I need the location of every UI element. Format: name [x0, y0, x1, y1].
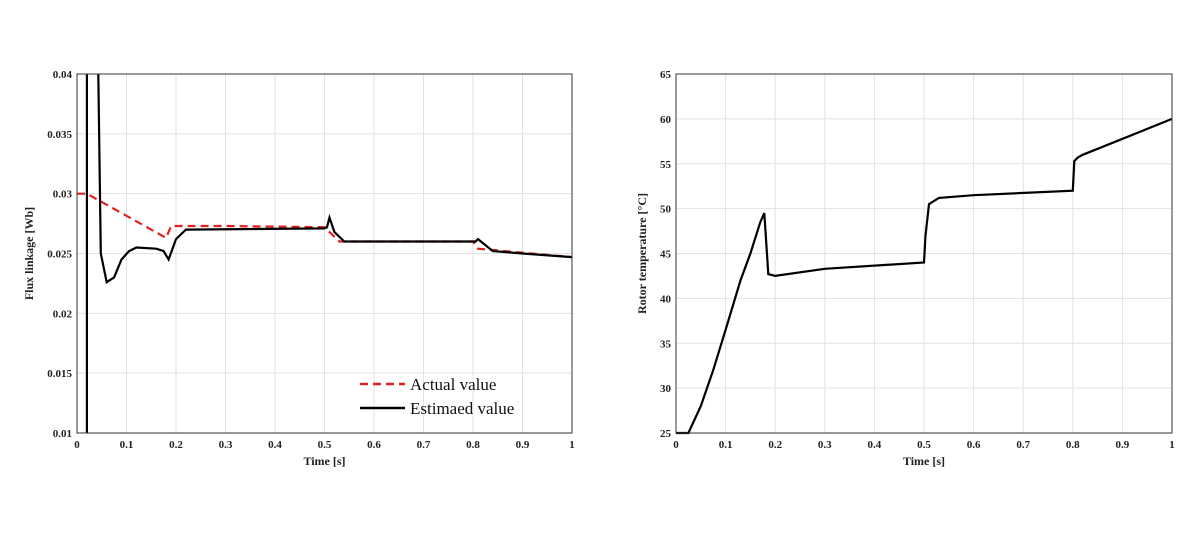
y-tick-label: 0.015 — [47, 368, 72, 380]
y-tick-label: 25 — [660, 428, 672, 440]
x-tick-label: 0.7 — [1016, 439, 1030, 451]
y-tick-label: 0.03 — [53, 189, 73, 201]
x-axis-label: Time [s] — [903, 454, 945, 468]
legend-entry: Actual value — [410, 375, 496, 394]
y-axis-label: Rotor temperature [°C] — [635, 193, 649, 314]
x-tick-label: 1 — [569, 439, 575, 451]
x-tick-label: 0.5 — [318, 439, 332, 451]
y-tick-label: 55 — [660, 159, 672, 171]
series-line-2 — [85, 73, 573, 433]
x-tick-label: 0.9 — [516, 439, 530, 451]
axes-frame — [675, 73, 1173, 434]
x-tick-label: 0.4 — [868, 439, 882, 451]
x-tick-label: 0.3 — [219, 439, 233, 451]
y-tick-label: 0.025 — [47, 249, 72, 261]
y-tick-label: 65 — [660, 69, 672, 81]
legend-entry: Estimaed value — [410, 399, 514, 418]
x-tick-label: 0.3 — [818, 439, 832, 451]
series-line-1 — [676, 117, 1173, 435]
y-tick-label: 30 — [660, 383, 672, 395]
y-tick-label: 60 — [660, 114, 672, 126]
chart-1: 0 0.1 0.2 0.3 0.4 0.5 0.6 0.7 0.8 0.9 1 0.01 0.015 0.… — [22, 69, 575, 468]
y-tick-label: 0.01 — [53, 428, 72, 440]
y-tick-label: 0.04 — [53, 69, 73, 81]
x-tick-label: 0.9 — [1116, 439, 1130, 451]
y-tick-label: 45 — [660, 249, 672, 261]
y-tick-label: 0.035 — [47, 129, 72, 141]
x-tick-label: 0.8 — [1066, 439, 1080, 451]
x-tick-label: 0.4 — [268, 439, 282, 451]
y-tick-label: 50 — [660, 204, 672, 216]
y-tick-label: 0.02 — [53, 308, 73, 320]
x-tick-label: 0.1 — [120, 439, 134, 451]
series-line-1 — [77, 192, 573, 259]
axes-frame — [76, 73, 573, 434]
x-tick-label: 0.2 — [169, 439, 183, 451]
y-tick-label: 40 — [660, 293, 672, 305]
x-tick-label: 0.6 — [367, 439, 381, 451]
x-tick-label: 0.7 — [417, 439, 431, 451]
x-tick-label: 0 — [673, 439, 679, 451]
x-axis-label: Time [s] — [303, 454, 345, 468]
x-tick-label: 1 — [1169, 439, 1175, 451]
x-tick-label: 0 — [74, 439, 80, 451]
y-axis-label: Flux linkage [Wb] — [22, 207, 36, 300]
legend: Actual value Estimaed value — [360, 375, 514, 418]
chart-2: 0 0.1 0.2 0.3 0.4 0.5 0.6 0.7 0.8 0.9 1 25 30 35 40 45 5… — [635, 69, 1175, 468]
x-tick-label: 0.6 — [967, 439, 981, 451]
x-tick-label: 0.2 — [768, 439, 782, 451]
y-tick-label: 35 — [660, 338, 672, 350]
x-tick-label: 0.5 — [917, 439, 931, 451]
x-tick-label: 0.8 — [466, 439, 480, 451]
x-tick-label: 0.1 — [719, 439, 733, 451]
